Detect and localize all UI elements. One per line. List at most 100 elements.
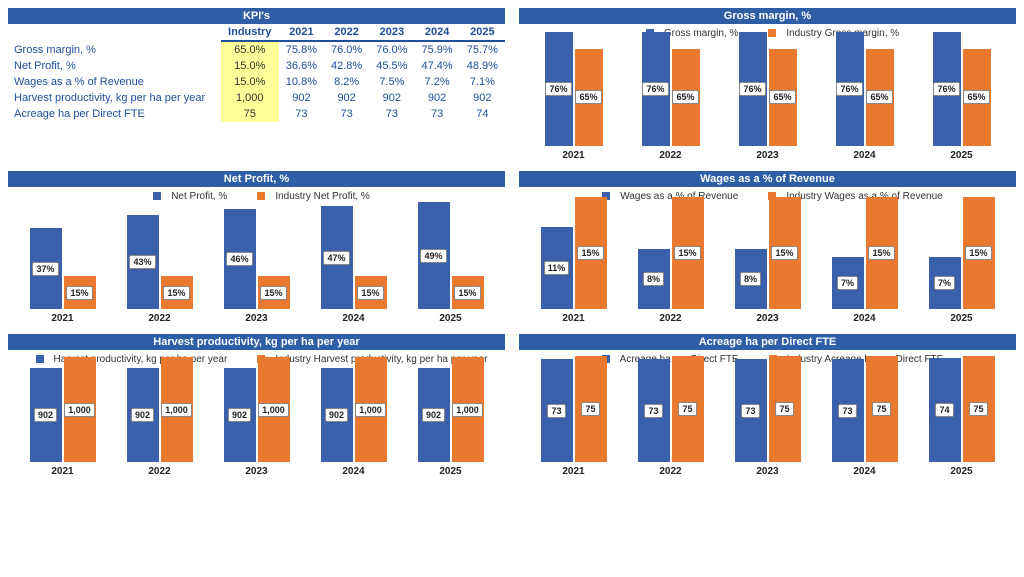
x-axis-label: 2024 [853, 313, 875, 324]
x-axis-label: 2021 [562, 313, 584, 324]
industry-bar: 15% [64, 276, 96, 309]
bar-value-label: 1,000 [64, 403, 95, 417]
kpi-industry-value: 75 [221, 106, 279, 122]
bar-value-label: 74 [935, 403, 953, 417]
series-bar: 76% [739, 32, 767, 146]
kpi-header [8, 24, 221, 41]
series-bar: 49% [418, 202, 450, 309]
bar-value-label: 73 [741, 404, 759, 418]
bar-value-label: 902 [131, 408, 154, 422]
bar-value-label: 1,000 [355, 403, 386, 417]
industry-bar: 1,000 [355, 357, 387, 462]
series-bar: 7% [832, 257, 864, 310]
series-bar: 73 [541, 359, 573, 462]
kpi-header: 2024 [414, 24, 459, 41]
series-bar: 76% [933, 32, 961, 146]
bar-value-label: 65% [672, 90, 698, 104]
kpi-label: Net Profit, % [8, 58, 221, 74]
chart-title: Gross margin, % [519, 8, 1016, 24]
kpi-value: 7.2% [414, 74, 459, 90]
chart-area: 7375202173752022737520237375202474752025 [519, 367, 1016, 477]
industry-bar: 1,000 [64, 357, 96, 462]
x-axis-label: 2022 [659, 466, 681, 477]
bar-value-label: 15% [674, 246, 700, 260]
bar-value-label: 73 [547, 404, 565, 418]
bar-value-label: 8% [740, 272, 761, 286]
bar-value-label: 75 [678, 402, 696, 416]
bar-group: 49%15%2025 [402, 189, 499, 324]
series-bar: 73 [735, 359, 767, 462]
series-bar: 902 [418, 368, 450, 462]
x-axis-label: 2023 [756, 466, 778, 477]
industry-bar: 15% [866, 197, 898, 310]
bar-value-label: 75 [872, 402, 890, 416]
industry-bar: 65% [672, 49, 700, 147]
series-bar: 76% [642, 32, 670, 146]
bar-value-label: 7% [934, 276, 955, 290]
x-axis-label: 2025 [950, 466, 972, 477]
industry-bar: 15% [355, 276, 387, 309]
table-row: Wages as a % of Revenue15.0%10.8%8.2%7.5… [8, 74, 505, 90]
bar-value-label: 1,000 [452, 403, 483, 417]
bar-value-label: 49% [420, 249, 446, 263]
bar-value-label: 75 [969, 402, 987, 416]
kpi-industry-value: 65.0% [221, 41, 279, 58]
x-axis-label: 2025 [950, 313, 972, 324]
bar-group: 46%15%2023 [208, 189, 305, 324]
kpi-value: 36.6% [279, 58, 324, 74]
table-row: Harvest productivity, kg per ha per year… [8, 90, 505, 106]
series-bar: 8% [735, 249, 767, 309]
kpi-value: 902 [324, 90, 369, 106]
industry-bar: 75 [672, 356, 704, 462]
chart-title: Harvest productivity, kg per ha per year [8, 334, 505, 350]
series-bar: 74 [929, 358, 961, 462]
bar-value-label: 65% [575, 90, 601, 104]
kpi-value: 76.0% [369, 41, 414, 58]
kpi-value: 73 [369, 106, 414, 122]
industry-bar: 1,000 [452, 357, 484, 462]
industry-bar: 15% [769, 197, 801, 310]
bar-value-label: 76% [642, 82, 668, 96]
x-axis-label: 2022 [148, 313, 170, 324]
bar-group: 9021,0002023 [208, 352, 305, 477]
x-axis-label: 2021 [562, 466, 584, 477]
bar-value-label: 46% [226, 252, 252, 266]
bar-value-label: 8% [643, 272, 664, 286]
bar-group: 47%15%2024 [305, 189, 402, 324]
bar-group: 76%65%2024 [816, 26, 913, 161]
series-bar: 902 [30, 368, 62, 462]
series-bar: 73 [638, 359, 670, 462]
industry-bar: 75 [769, 356, 801, 462]
bar-group: 76%65%2021 [525, 26, 622, 161]
x-axis-label: 2024 [853, 150, 875, 161]
chart-area: 9021,00020219021,00020229021,00020239021… [8, 367, 505, 477]
industry-bar: 1,000 [161, 357, 193, 462]
bar-group: 74 75 2025 [913, 352, 1010, 477]
bar-value-label: 1,000 [258, 403, 289, 417]
chart-title: Acreage ha per Direct FTE [519, 334, 1016, 350]
bar-group: 73752024 [816, 352, 913, 477]
bar-value-label: 73 [644, 404, 662, 418]
kpi-header: Industry [221, 24, 279, 41]
chart-area: 37%15%202143%15%202246%15%202347%15%2024… [8, 204, 505, 324]
bar-value-label: 15% [965, 246, 991, 260]
series-bar: 902 [224, 368, 256, 462]
bar-group: 76% 65% 2022 [622, 26, 719, 161]
bar-group: 37%15%2021 [14, 189, 111, 324]
x-axis-label: 2023 [245, 313, 267, 324]
kpi-value: 76.0% [324, 41, 369, 58]
x-axis-label: 2022 [659, 150, 681, 161]
kpi-header: 2023 [369, 24, 414, 41]
x-axis-label: 2024 [342, 313, 364, 324]
series-bar: 46% [224, 209, 256, 309]
kpi-panel: KPI'sIndustry20212022202320242025Gross m… [8, 8, 505, 161]
series-bar: 43% [127, 215, 159, 309]
chart-title: Net Profit, % [8, 171, 505, 187]
industry-bar: 75 [963, 356, 995, 462]
kpi-value: 73 [414, 106, 459, 122]
bar-value-label: 73 [838, 404, 856, 418]
x-axis-label: 2021 [51, 313, 73, 324]
kpi-label: Harvest productivity, kg per ha per year [8, 90, 221, 106]
table-row: Gross margin, %65.0%75.8%76.0%76.0%75.9%… [8, 41, 505, 58]
bar-group: 76%65%2023 [719, 26, 816, 161]
